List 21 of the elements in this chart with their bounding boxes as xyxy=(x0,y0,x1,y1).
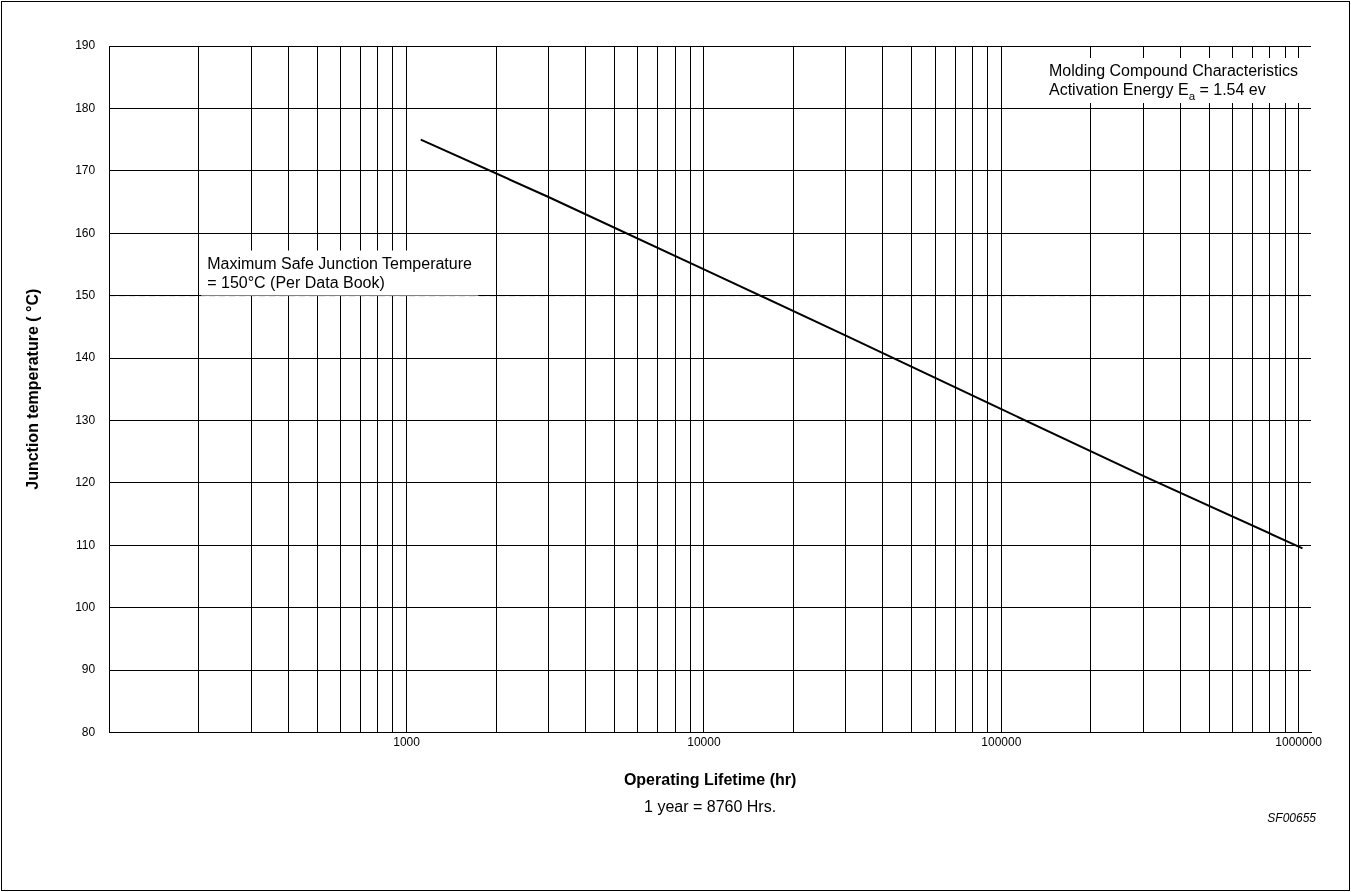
text: 1 year = 8760 Hrs. xyxy=(644,798,777,816)
y-tick-label: 170 xyxy=(75,163,96,178)
y-tick-label: 100 xyxy=(75,599,96,614)
y-tick-label: 150 xyxy=(75,287,96,302)
y-tick-label: 160 xyxy=(75,225,96,240)
x-axis-title: Operating Lifetime (hr) xyxy=(623,770,797,788)
x-tick-label: 10000 xyxy=(687,734,721,749)
y-tick-label: 80 xyxy=(81,724,96,739)
ref-line-label: Maximum Safe Junction Temperature = 150°C (Per Data Book) xyxy=(207,254,473,291)
y-tick-label: 190 xyxy=(75,38,96,53)
y-tick-label: 140 xyxy=(75,350,96,365)
y-tick-label: 180 xyxy=(75,100,96,115)
x-tick-label: 1000000 xyxy=(1275,734,1323,749)
y-tick-label: 90 xyxy=(81,662,96,677)
x-tick-label: 1000 xyxy=(393,734,421,749)
x-tick-label: 100000 xyxy=(981,734,1022,749)
y-tick-label: 130 xyxy=(75,412,96,427)
y-axis-title: Junction temperature ( °C) xyxy=(24,288,42,490)
y-tick-label: 110 xyxy=(76,537,96,552)
text: SF00655 xyxy=(1267,811,1317,826)
y-tick-label: 120 xyxy=(75,475,96,490)
